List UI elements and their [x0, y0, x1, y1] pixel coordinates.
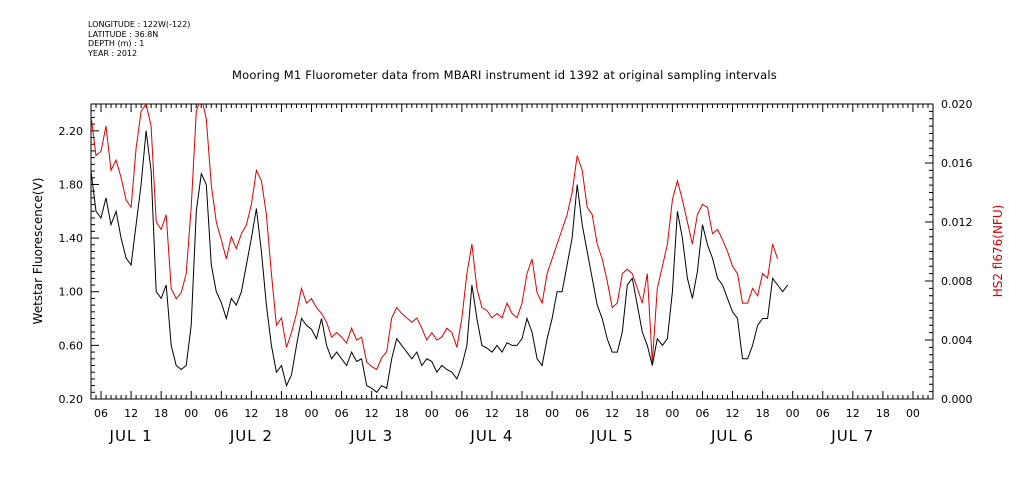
x-day-label: JUL 6 — [710, 427, 754, 445]
year-label: YEAR : 2012 — [88, 48, 138, 58]
x-tick-label: 00 — [665, 407, 679, 420]
x-tick-label: 06 — [695, 407, 709, 420]
x-tick-label: 06 — [816, 407, 830, 420]
left-axis-ticks: 0.20 0.60 1.00 1.40 1.80 2.20 — [59, 103, 99, 406]
x-tick-label: 06 — [335, 407, 349, 420]
longitude-label: LONGITUDE : 122W(-122) — [88, 20, 191, 29]
x-tick-label: 12 — [605, 407, 619, 420]
y-tick-label-left: 0.20 — [59, 393, 84, 406]
series-layer — [91, 104, 789, 394]
x-tick-label: 12 — [244, 407, 258, 420]
x-tick-label: 00 — [906, 407, 920, 420]
x-tick-label: 00 — [305, 407, 319, 420]
x-tick-label: 12 — [846, 407, 860, 420]
x-day-label: JUL 3 — [349, 427, 393, 445]
series-line-hs2 — [91, 104, 779, 371]
x-tick-label: 12 — [365, 407, 379, 420]
chart-title: Mooring M1 Fluorometer data from MBARI i… — [232, 68, 777, 82]
x-tick-label: 12 — [726, 407, 740, 420]
right-axis-ticks: 0.000 0.004 0.008 0.012 0.016 0.020 — [925, 98, 973, 406]
x-tick-label: 06 — [214, 407, 228, 420]
y-tick-label-left: 0.60 — [59, 339, 84, 352]
y2-tick-label: 0.020 — [941, 98, 973, 111]
x-tick-label: 18 — [395, 407, 409, 420]
x-tick-label: 12 — [485, 407, 499, 420]
y-tick-label-left: 1.00 — [59, 286, 84, 299]
y-tick-label-left: 1.80 — [59, 178, 84, 191]
x-tick-label: 18 — [756, 407, 770, 420]
x-tick-label: 00 — [184, 407, 198, 420]
x-tick-label: 18 — [635, 407, 649, 420]
y-tick-label-left: 1.40 — [59, 232, 84, 245]
depth-label: DEPTH (m) : 1 — [88, 39, 145, 48]
y-tick-label-left: 2.20 — [59, 125, 84, 138]
metadata-block: LONGITUDE : 122W(-122) LATITUDE : 36.8N … — [88, 20, 190, 58]
y2-tick-label: 0.004 — [941, 334, 973, 347]
x-tick-label: 18 — [515, 407, 529, 420]
plot-frame — [90, 103, 934, 400]
x-tick-label: 06 — [455, 407, 469, 420]
x-day-label: JUL 1 — [109, 427, 153, 445]
x-tick-label: 06 — [94, 407, 108, 420]
series-line-wetstar — [91, 130, 789, 394]
x-tick-label: 00 — [545, 407, 559, 420]
latitude-label: LATITUDE : 36.8N — [88, 29, 159, 39]
x-day-label: JUL 4 — [469, 427, 513, 445]
x-tick-label: 18 — [274, 407, 288, 420]
x-tick-label: 00 — [786, 407, 800, 420]
x-day-label: JUL 2 — [229, 427, 273, 445]
y2-tick-label: 0.000 — [941, 393, 973, 406]
x-tick-label: 18 — [154, 407, 168, 420]
x-tick-label: 06 — [575, 407, 589, 420]
y2-axis-label: HS2 fl676(NFU) — [991, 205, 1005, 298]
y2-tick-label: 0.016 — [941, 157, 973, 170]
y-axis-label: Wetstar Fluorescence(V) — [31, 178, 45, 325]
x-day-label: JUL 7 — [830, 427, 874, 445]
x-axis-ticks: 06 12 18 00 06 12 18 00 06 12 18 00 06 12 18 00 06 12 18 00… — [90, 104, 934, 445]
x-day-label: JUL 5 — [590, 427, 634, 445]
x-tick-label: 18 — [876, 407, 890, 420]
x-tick-label: 00 — [425, 407, 439, 420]
y2-tick-label: 0.012 — [941, 216, 973, 229]
x-tick-label: 12 — [124, 407, 138, 420]
y2-tick-label: 0.008 — [941, 275, 973, 288]
